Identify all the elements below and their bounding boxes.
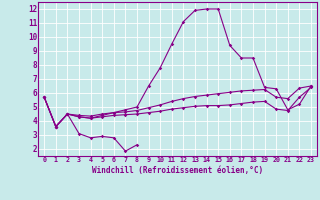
X-axis label: Windchill (Refroidissement éolien,°C): Windchill (Refroidissement éolien,°C) (92, 166, 263, 175)
